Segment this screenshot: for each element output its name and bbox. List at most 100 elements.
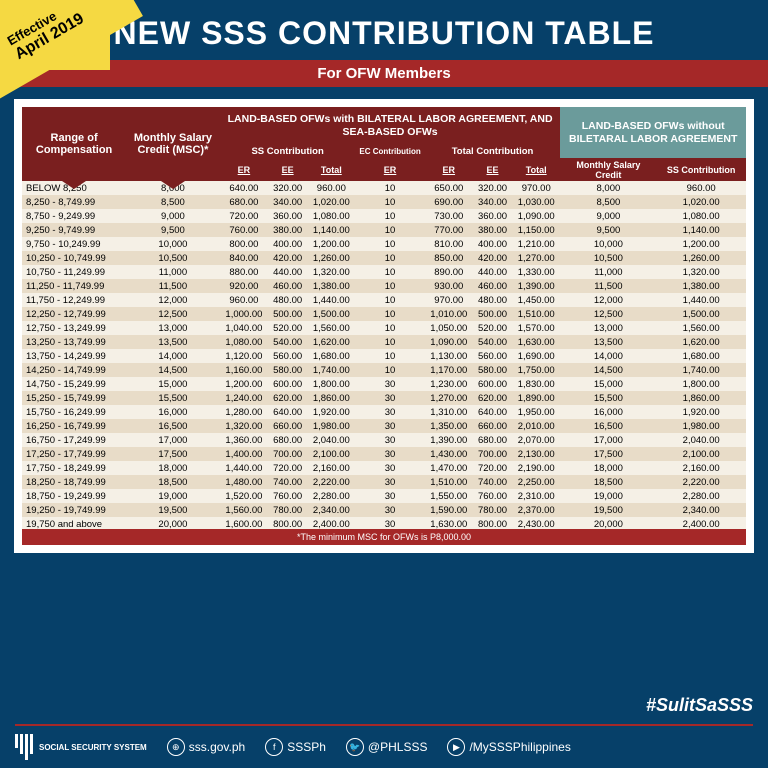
table-cell: 1,630.00 bbox=[425, 517, 473, 531]
table-cell: 13,500 bbox=[560, 335, 656, 349]
table-cell: 2,220.00 bbox=[656, 475, 746, 489]
table-cell: 1,140.00 bbox=[307, 223, 355, 237]
table-cell: 2,100.00 bbox=[656, 447, 746, 461]
table-cell: 930.00 bbox=[425, 279, 473, 293]
table-cell: 11,000 bbox=[560, 265, 656, 279]
table-cell: 19,000 bbox=[560, 489, 656, 503]
table-cell: 770.00 bbox=[425, 223, 473, 237]
table-cell: 1,090.00 bbox=[425, 335, 473, 349]
table-cell: 1,390.00 bbox=[425, 433, 473, 447]
table-cell: 9,500 bbox=[560, 223, 656, 237]
table-cell: 11,750 - 12,249.99 bbox=[22, 293, 126, 307]
table-cell: 1,380.00 bbox=[307, 279, 355, 293]
table-cell: 640.00 bbox=[473, 405, 512, 419]
table-cell: 1,680.00 bbox=[656, 349, 746, 363]
table-row: 10,250 - 10,749.9910,500840.00420.001,26… bbox=[22, 251, 746, 265]
table-cell: 15,250 - 15,749.99 bbox=[22, 391, 126, 405]
table-cell: 10 bbox=[356, 265, 425, 279]
table-cell: 1,320.00 bbox=[220, 419, 268, 433]
table-cell: 8,500 bbox=[560, 195, 656, 209]
table-cell: 1,510.00 bbox=[512, 307, 560, 321]
table-cell: 1,740.00 bbox=[307, 363, 355, 377]
table-cell: 10 bbox=[356, 181, 425, 195]
table-cell: 18,000 bbox=[560, 461, 656, 475]
website-link[interactable]: ⊕ sss.gov.ph bbox=[167, 738, 245, 756]
table-cell: 15,500 bbox=[560, 391, 656, 405]
table-cell: 680.00 bbox=[473, 433, 512, 447]
table-cell: 11,000 bbox=[126, 265, 220, 279]
table-cell: 13,750 - 14,249.99 bbox=[22, 349, 126, 363]
table-cell: 1,570.00 bbox=[512, 321, 560, 335]
table-cell: 1,080.00 bbox=[220, 335, 268, 349]
table-cell: 1,590.00 bbox=[425, 503, 473, 517]
table-cell: 680.00 bbox=[220, 195, 268, 209]
youtube-icon: ▶ bbox=[447, 738, 465, 756]
table-cell: 30 bbox=[356, 419, 425, 433]
table-cell: 1,270.00 bbox=[512, 251, 560, 265]
facebook-icon: f bbox=[265, 738, 283, 756]
twitter-icon: 🐦 bbox=[346, 738, 364, 756]
table-cell: 620.00 bbox=[473, 391, 512, 405]
table-cell: 690.00 bbox=[425, 195, 473, 209]
table-cell: 1,210.00 bbox=[512, 237, 560, 251]
table-cell: 1,620.00 bbox=[656, 335, 746, 349]
table-cell: 13,250 - 13,749.99 bbox=[22, 335, 126, 349]
table-cell: 30 bbox=[356, 461, 425, 475]
table-cell: 1,440.00 bbox=[656, 293, 746, 307]
table-cell: 8,500 bbox=[126, 195, 220, 209]
table-cell: 1,020.00 bbox=[307, 195, 355, 209]
table-cell: 2,340.00 bbox=[307, 503, 355, 517]
table-cell: 440.00 bbox=[473, 265, 512, 279]
page: Effective April 2019 NEW SSS CONTRIBUTIO… bbox=[0, 0, 768, 768]
youtube-link[interactable]: ▶ /MySSSPhilippines bbox=[447, 738, 570, 756]
group-without-bla: LAND-BASED OFWs without BILETARAL LABOR … bbox=[560, 107, 746, 158]
table-cell: 970.00 bbox=[425, 293, 473, 307]
table-cell: 1,390.00 bbox=[512, 279, 560, 293]
table-cell: 1,800.00 bbox=[656, 377, 746, 391]
table-cell: 520.00 bbox=[268, 321, 307, 335]
table-cell: 560.00 bbox=[268, 349, 307, 363]
table-cell: 720.00 bbox=[473, 461, 512, 475]
table-cell: 1,360.00 bbox=[220, 433, 268, 447]
table-cell: 11,500 bbox=[560, 279, 656, 293]
table-cell: 400.00 bbox=[268, 237, 307, 251]
table-cell: 1,860.00 bbox=[656, 391, 746, 405]
table-cell: 8,250 - 8,749.99 bbox=[22, 195, 126, 209]
table-cell: 19,250 - 19,749.99 bbox=[22, 503, 126, 517]
table-cell: 19,000 bbox=[126, 489, 220, 503]
table-cell: 740.00 bbox=[268, 475, 307, 489]
table-cell: 17,750 - 18,249.99 bbox=[22, 461, 126, 475]
table-cell: 1,470.00 bbox=[425, 461, 473, 475]
table-cell: 700.00 bbox=[473, 447, 512, 461]
table-row: 17,250 - 17,749.9917,5001,400.00700.002,… bbox=[22, 447, 746, 461]
table-cell: 500.00 bbox=[473, 307, 512, 321]
table-cell: 400.00 bbox=[473, 237, 512, 251]
table-cell: 1,560.00 bbox=[220, 503, 268, 517]
ss2: SS Contribution bbox=[656, 158, 746, 181]
table-row: 14,750 - 15,249.9915,0001,200.00600.001,… bbox=[22, 377, 746, 391]
table-cell: 960.00 bbox=[656, 181, 746, 195]
table-cell: 10 bbox=[356, 195, 425, 209]
facebook-link[interactable]: f SSSPh bbox=[265, 738, 326, 756]
ss-er: ER bbox=[220, 158, 268, 181]
table-cell: 760.00 bbox=[473, 489, 512, 503]
table-cell: 800.00 bbox=[220, 237, 268, 251]
twitter-link[interactable]: 🐦 @PHLSSS bbox=[346, 738, 428, 756]
table-cell: 17,500 bbox=[560, 447, 656, 461]
table-cell: 360.00 bbox=[268, 209, 307, 223]
table-cell: 12,000 bbox=[126, 293, 220, 307]
col-range: Range of Compensation bbox=[22, 107, 126, 181]
table-row: 13,750 - 14,249.9914,0001,120.00560.001,… bbox=[22, 349, 746, 363]
table-cell: 780.00 bbox=[268, 503, 307, 517]
table-cell: 10,000 bbox=[126, 237, 220, 251]
table-cell: 2,220.00 bbox=[307, 475, 355, 489]
table-row: 12,750 - 13,249.9913,0001,040.00520.001,… bbox=[22, 321, 746, 335]
table-cell: 1,090.00 bbox=[512, 209, 560, 223]
table-cell: 1,510.00 bbox=[425, 475, 473, 489]
table-row: 19,250 - 19,749.9919,5001,560.00780.002,… bbox=[22, 503, 746, 517]
table-cell: 9,000 bbox=[126, 209, 220, 223]
table-cell: 2,190.00 bbox=[512, 461, 560, 475]
tot-ee: EE bbox=[473, 158, 512, 181]
table-cell: 10 bbox=[356, 209, 425, 223]
table-cell: 2,070.00 bbox=[512, 433, 560, 447]
